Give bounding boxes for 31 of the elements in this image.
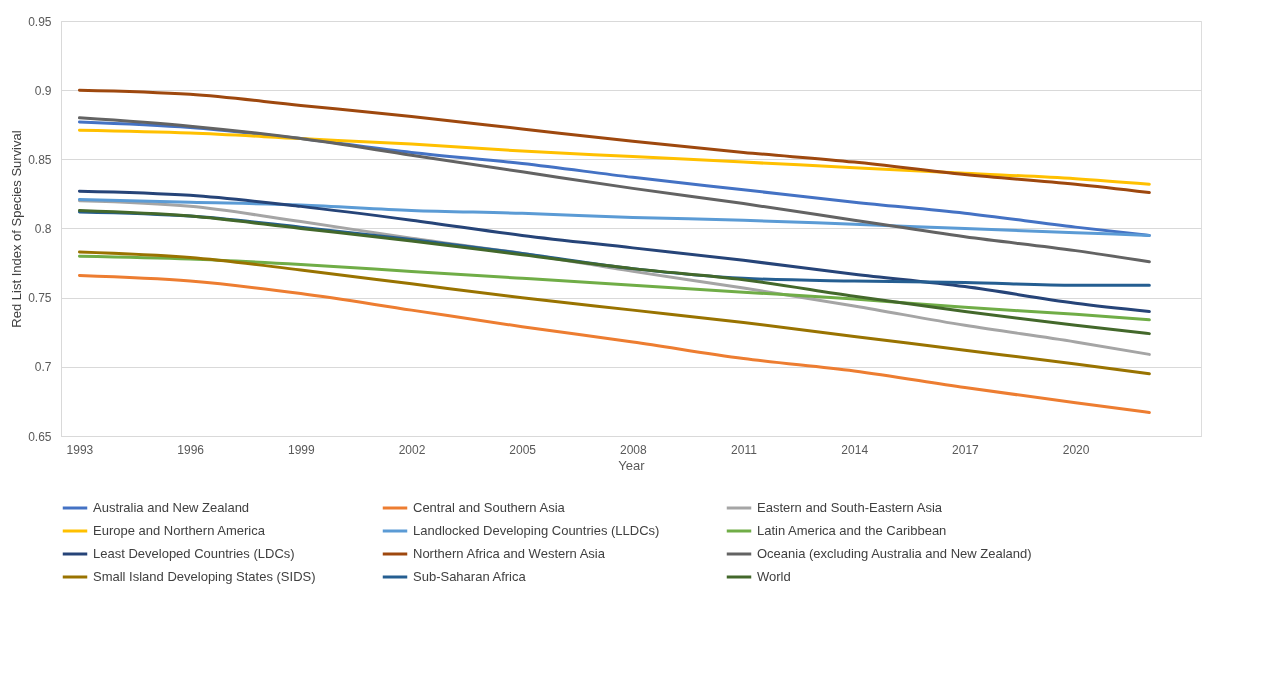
x-tick-label: 1999 bbox=[287, 442, 315, 457]
x-tick-label: 2011 bbox=[731, 442, 758, 457]
y-tick-label: 0.65 bbox=[28, 429, 52, 444]
legend-label: Oceania (excluding Australia and New Zealand) bbox=[757, 546, 1032, 561]
legend-label: Latin America and the Caribbean bbox=[757, 523, 947, 538]
legend-label: Small Island Developing States (SIDS) bbox=[93, 569, 316, 584]
legend-label: World bbox=[757, 569, 791, 584]
x-tick-label: 2014 bbox=[841, 442, 869, 457]
x-tick-label: 2005 bbox=[509, 442, 537, 457]
legend-label: Eastern and South-Eastern Asia bbox=[757, 500, 943, 515]
legend-label: Least Developed Countries (LDCs) bbox=[93, 546, 295, 561]
y-tick-label: 0.75 bbox=[28, 291, 52, 306]
x-tick-label: 2020 bbox=[1062, 442, 1090, 457]
x-axis-title: Year bbox=[618, 457, 646, 473]
y-tick-label: 0.95 bbox=[28, 14, 52, 29]
legend-label: Central and Southern Asia bbox=[413, 500, 566, 515]
x-tick-label: 1996 bbox=[177, 442, 205, 457]
x-tick-label: 2008 bbox=[619, 442, 648, 457]
y-tick-label: 0.9 bbox=[34, 83, 52, 98]
legend-label: Landlocked Developing Countries (LLDCs) bbox=[413, 523, 660, 538]
y-axis-title: Red List Index of Species Survival bbox=[9, 130, 25, 328]
legend-label: Northern Africa and Western Asia bbox=[413, 546, 606, 561]
x-tick-label: 1993 bbox=[66, 442, 94, 457]
legend-label: Sub-Saharan Africa bbox=[413, 569, 527, 584]
legend-label: Australia and New Zealand bbox=[93, 500, 250, 515]
y-tick-label: 0.7 bbox=[34, 360, 52, 375]
x-tick-label: 2002 bbox=[398, 442, 426, 457]
y-tick-label: 0.8 bbox=[34, 222, 52, 236]
y-tick-label: 0.85 bbox=[28, 152, 52, 167]
legend-label: Europe and Northern America bbox=[93, 523, 266, 538]
x-tick-label: 2017 bbox=[952, 442, 980, 457]
